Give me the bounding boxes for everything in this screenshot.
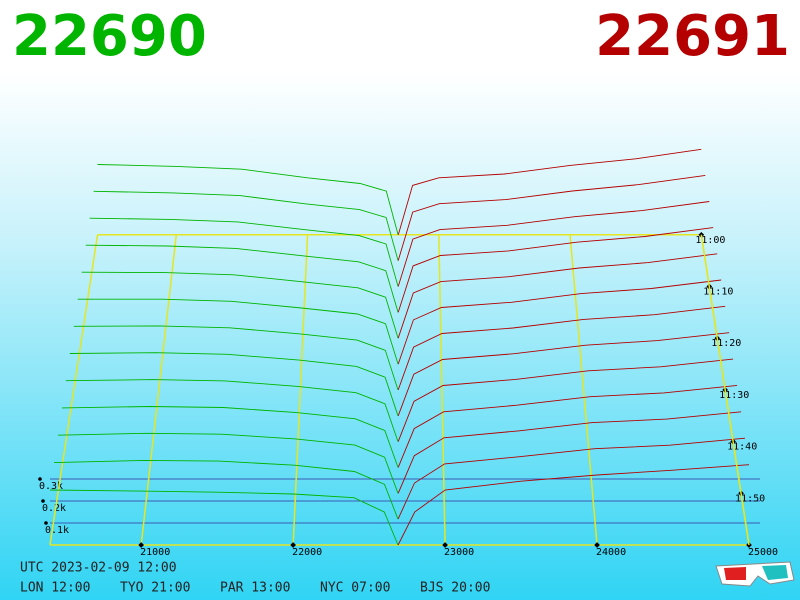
depth-tick xyxy=(38,477,42,481)
time-tick-label: 11:00 xyxy=(695,235,725,246)
ask-depth-line xyxy=(397,148,702,235)
bid-depth-line xyxy=(85,244,399,313)
price-tick xyxy=(594,542,600,548)
ask-depth-line xyxy=(397,279,722,365)
price-grid-line xyxy=(569,234,598,546)
ask-depth-line xyxy=(397,411,742,494)
bid-depth-line xyxy=(97,164,399,235)
price-tick xyxy=(290,542,296,548)
best-ask: 22691 xyxy=(595,4,790,69)
time-tick-label: 11:40 xyxy=(727,442,757,453)
bid-depth-line xyxy=(69,352,399,416)
depth-tick-label: 0.2k xyxy=(42,503,66,514)
price-tick-label: 25000 xyxy=(748,547,778,558)
ask-depth-line xyxy=(397,332,730,416)
ask-depth-line xyxy=(397,464,750,546)
ask-depth-line xyxy=(397,305,726,391)
frame-left xyxy=(49,234,99,546)
city-clock: LON 12:00 xyxy=(20,581,90,596)
price-grid-line xyxy=(438,234,446,546)
price-tick xyxy=(442,542,448,548)
city-clock: NYC 07:00 xyxy=(320,581,390,596)
ask-depth-line xyxy=(397,201,710,287)
bid-depth-line xyxy=(77,298,399,365)
utc-time: UTC 2023-02-09 12:00 xyxy=(20,561,177,576)
bid-depth-line xyxy=(65,379,399,442)
price-tick xyxy=(138,542,145,548)
bid-depth-line xyxy=(49,489,399,546)
ask-depth-line xyxy=(397,253,718,339)
city-clock: TYO 21:00 xyxy=(120,581,190,596)
bid-depth-line xyxy=(93,190,399,261)
time-tick-label: 11:50 xyxy=(735,493,765,504)
price-tick-label: 22000 xyxy=(292,547,322,558)
ask-depth-line xyxy=(397,437,746,520)
ask-depth-line xyxy=(397,227,714,313)
plot: 0.1k 0.2k 0.3k 21000 22000 23000 24000 25000 11:… xyxy=(38,148,778,558)
ask-depth-line xyxy=(397,358,734,442)
ask-depth-line xyxy=(397,174,706,261)
city-clock: BJS 20:00 xyxy=(420,581,490,596)
city-clock: PAR 13:00 xyxy=(220,581,290,596)
bid-depth-line xyxy=(57,432,399,494)
depth-tick-label: 0.1k xyxy=(45,525,69,536)
time-tick-label: 11:10 xyxy=(703,287,733,298)
bid-depth-line xyxy=(89,217,399,287)
price-grid-line xyxy=(140,234,178,546)
time-tick-label: 11:30 xyxy=(719,390,749,401)
bid-depth-line xyxy=(61,406,399,468)
depth-tick xyxy=(41,499,45,503)
price-tick-label: 24000 xyxy=(596,547,626,558)
price-tick-label: 21000 xyxy=(140,547,170,558)
bid-depth-line xyxy=(73,325,399,391)
depth-tick-label: 0.3k xyxy=(39,481,63,492)
price-tick-label: 23000 xyxy=(444,547,474,558)
bid-depth-line xyxy=(81,271,399,339)
best-bid: 22690 xyxy=(12,4,207,69)
depth-tick xyxy=(44,521,48,525)
time-tick-label: 11:20 xyxy=(711,338,741,349)
ask-depth-line xyxy=(397,384,738,468)
price-grid-line xyxy=(292,234,309,546)
bid-depth-line xyxy=(53,459,399,520)
glasses-icon xyxy=(715,561,795,587)
frame-right xyxy=(700,234,750,546)
